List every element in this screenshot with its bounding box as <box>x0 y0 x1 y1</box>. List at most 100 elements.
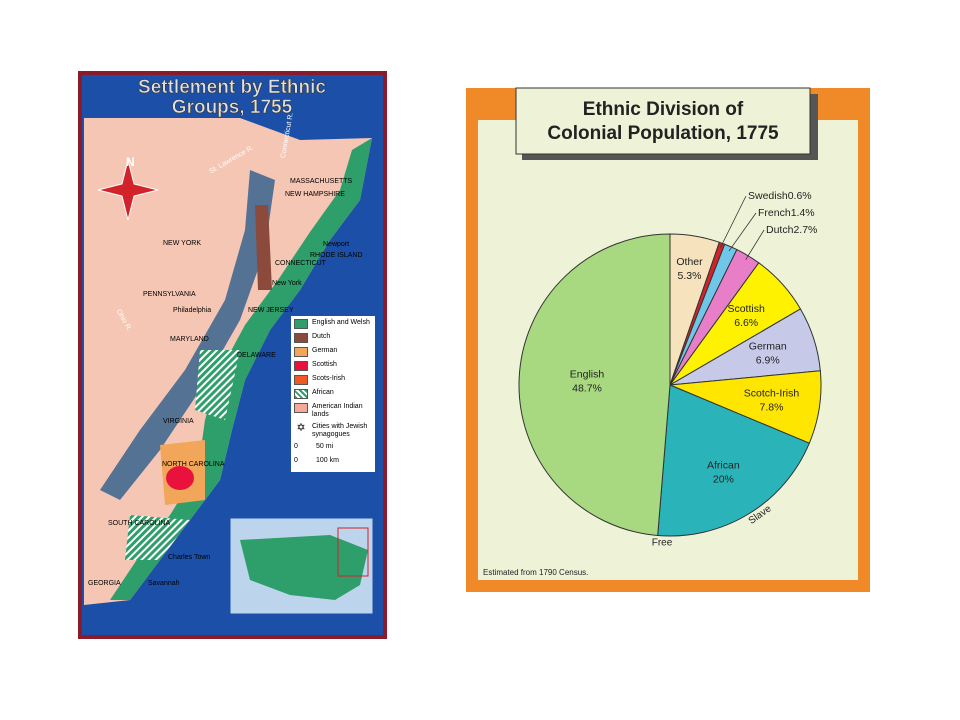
map-label: MASSACHUSETTS <box>290 178 353 185</box>
slice-label: African <box>707 459 740 471</box>
legend-label: American Indian lands <box>312 403 363 418</box>
slice-value-label: 2.7% <box>793 224 817 236</box>
slice-value-label: 6.6% <box>734 317 758 329</box>
legend-item: German <box>294 347 372 357</box>
slice-category: English <box>570 368 605 380</box>
scale-label: 0 <box>294 457 298 464</box>
pie-slice <box>657 384 810 537</box>
map-label: PENNSYLVANIA <box>143 291 196 298</box>
map-label: NEW HAMPSHIRE <box>285 191 345 198</box>
slice-label: 6.9% <box>756 354 780 366</box>
annotation: Free <box>652 538 673 549</box>
legend-swatch <box>294 403 308 413</box>
legend-label: Scots-Irish <box>312 375 346 382</box>
slice-label: 20% <box>713 473 734 485</box>
legend-label: German <box>312 347 338 354</box>
pie-slice <box>518 233 671 537</box>
slice-label: 48.7% <box>572 382 602 394</box>
slice-value-label: 6.9% <box>756 354 780 366</box>
slice-label: Other <box>676 256 703 268</box>
dutch-area <box>255 205 272 290</box>
chart-title: Ethnic Division of <box>583 99 744 120</box>
leader-line <box>720 195 747 248</box>
map-label: NORTH CAROLINA <box>162 461 225 468</box>
scottish-area <box>166 466 194 490</box>
map-label: NEW JERSEY <box>248 307 294 314</box>
map-label: Philadelphia <box>173 307 211 314</box>
slice-label: English <box>570 368 605 380</box>
legend-label: Scottish <box>312 361 337 368</box>
map-label: N <box>126 155 135 169</box>
scale-label: 0 <box>294 443 298 450</box>
slice-label: Scottish <box>727 303 765 315</box>
map-legend: English and Welsh Dutch German Scottish Scot… <box>291 316 375 472</box>
map-label: RHODE ISLAND <box>310 252 363 259</box>
legend-swatch: ✡ <box>296 422 306 434</box>
slice-label: 7.8% <box>760 401 784 413</box>
legend-swatch <box>294 361 308 371</box>
slice-category: Other <box>676 256 703 268</box>
slice-label: French1.4% <box>758 207 815 219</box>
legend-label: English and Welsh <box>312 319 370 326</box>
map-title: Groups, 1755 <box>172 97 293 118</box>
inset-land <box>240 535 368 600</box>
slice-category: German <box>749 340 787 352</box>
slice-label: 5.3% <box>678 270 702 282</box>
map-label: SOUTH CAROLINA <box>108 520 171 527</box>
slice-value-label: 20% <box>713 473 734 485</box>
title-box <box>515 87 811 155</box>
scale-bar: 0 50 mi 0 100 km <box>294 443 372 469</box>
chart-title: Colonial Population, 1775 <box>547 123 779 144</box>
map-label: Charles Town <box>168 554 210 561</box>
slice-category: African <box>707 459 740 471</box>
legend-swatch <box>294 333 308 343</box>
legend-swatch <box>294 375 308 385</box>
legend-item: ✡ Cities with Jewish synagogues <box>294 423 372 439</box>
slice-label: Scotch-Irish <box>744 387 800 399</box>
map-label: CONNECTICUT <box>275 260 327 267</box>
map-title: Settlement by Ethnic <box>138 77 326 98</box>
map-label: Savannah <box>148 580 180 587</box>
legend-item: English and Welsh <box>294 319 372 329</box>
slice-value-label: 5.3% <box>678 270 702 282</box>
map-label: VIRGINIA <box>163 418 194 425</box>
slice-label: Dutch2.7% <box>766 224 817 236</box>
slice-label: 6.6% <box>734 317 758 329</box>
map-label: NEW YORK <box>163 240 201 247</box>
scale-label: 50 mi <box>316 443 334 450</box>
legend-label: Dutch <box>312 333 331 340</box>
legend-item: Scottish <box>294 361 372 371</box>
legend-swatch <box>294 319 308 329</box>
african-area <box>195 350 240 420</box>
slice-category: Scottish <box>727 303 765 315</box>
slice-category: Scotch-Irish <box>744 387 800 399</box>
slice-label: Swedish0.6% <box>748 190 812 202</box>
map-label: New York <box>272 280 302 287</box>
slice-label: German <box>749 340 787 352</box>
map-label: DELAWARE <box>237 352 276 359</box>
slice-category: Dutch <box>766 224 794 236</box>
inset-highlight <box>337 527 369 577</box>
slice-value-label: 48.7% <box>572 382 602 394</box>
leader-line <box>745 229 765 260</box>
legend-label: Cities with Jewish synagogues <box>312 423 368 438</box>
map-label: MARYLAND <box>170 336 209 343</box>
legend-swatch <box>294 389 308 399</box>
legend-item: African <box>294 389 372 399</box>
coastal-settlement <box>110 138 372 600</box>
slice-value-label: 0.6% <box>788 190 812 202</box>
map-label: GEORGIA <box>88 580 121 587</box>
compass <box>97 159 159 221</box>
chart-note: Estimated from 1790 Census. <box>483 568 588 577</box>
legend-item: Dutch <box>294 333 372 343</box>
slice-value-label: 7.8% <box>760 401 784 413</box>
leader-line <box>728 212 757 252</box>
slice-category: Swedish <box>748 190 788 202</box>
african-area <box>125 515 190 560</box>
legend-item: American Indian lands <box>294 403 372 419</box>
legend-label: African <box>312 389 334 396</box>
legend-item: Scots-Irish <box>294 375 372 385</box>
slice-category: French <box>758 207 791 219</box>
